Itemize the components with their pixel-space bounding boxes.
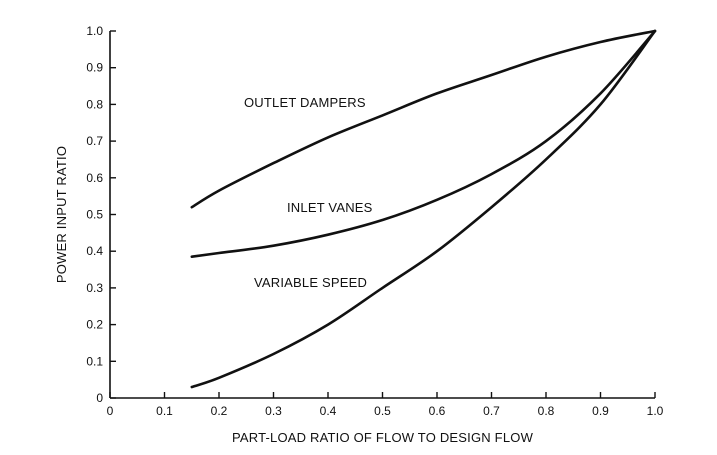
x-tick-label: 1.0 bbox=[647, 404, 664, 418]
x-tick-label: 0.4 bbox=[320, 404, 337, 418]
y-tick-label: 0.4 bbox=[86, 244, 103, 258]
x-tick-label: 0.5 bbox=[374, 404, 391, 418]
y-axis-title: POWER INPUT RATIO bbox=[54, 146, 69, 283]
x-tick-label: 0.8 bbox=[538, 404, 555, 418]
y-ticks: 0 0.1 0.2 0.3 0.4 0.5 0.6 0.7 0.8 0.9 1.0 bbox=[86, 24, 116, 405]
series-label-variable-speed: VARIABLE SPEED bbox=[254, 275, 367, 290]
y-tick-label: 0 bbox=[96, 391, 103, 405]
series-line-inlet-vanes bbox=[190, 29, 657, 258]
x-tick-label: 0.6 bbox=[429, 404, 446, 418]
x-tick-label: 0.1 bbox=[156, 404, 173, 418]
y-tick-label: 0.8 bbox=[86, 97, 103, 111]
y-tick-label: 0.2 bbox=[86, 318, 103, 332]
series-label-inlet-vanes: INLET VANES bbox=[287, 200, 373, 215]
x-tick-label: 0 bbox=[107, 404, 114, 418]
y-tick-label: 1.0 bbox=[86, 24, 103, 38]
x-axis-title: PART-LOAD RATIO OF FLOW TO DESIGN FLOW bbox=[232, 430, 534, 445]
x-tick-label: 0.3 bbox=[265, 404, 282, 418]
x-tick-label: 0.7 bbox=[483, 404, 500, 418]
y-tick-label: 0.3 bbox=[86, 281, 103, 295]
series-group bbox=[190, 29, 657, 389]
x-tick-label: 0.9 bbox=[592, 404, 609, 418]
x-ticks: 0 0.1 0.2 0.3 0.4 0.5 0.6 0.7 0.8 0.9 1.0 bbox=[107, 392, 664, 418]
axes bbox=[109, 31, 655, 399]
y-tick-label: 0.1 bbox=[86, 354, 103, 368]
y-tick-label: 0.7 bbox=[86, 134, 103, 148]
y-tick-label: 0.5 bbox=[86, 208, 103, 222]
series-labels: OUTLET DAMPERS INLET VANES VARIABLE SPEED bbox=[244, 95, 373, 290]
series-line-variable-speed bbox=[190, 29, 657, 389]
y-tick-label: 0.9 bbox=[86, 61, 103, 75]
y-tick-label: 0.6 bbox=[86, 171, 103, 185]
series-line-outlet-dampers bbox=[190, 29, 657, 209]
x-tick-label: 0.2 bbox=[211, 404, 228, 418]
series-label-outlet-dampers: OUTLET DAMPERS bbox=[244, 95, 366, 110]
